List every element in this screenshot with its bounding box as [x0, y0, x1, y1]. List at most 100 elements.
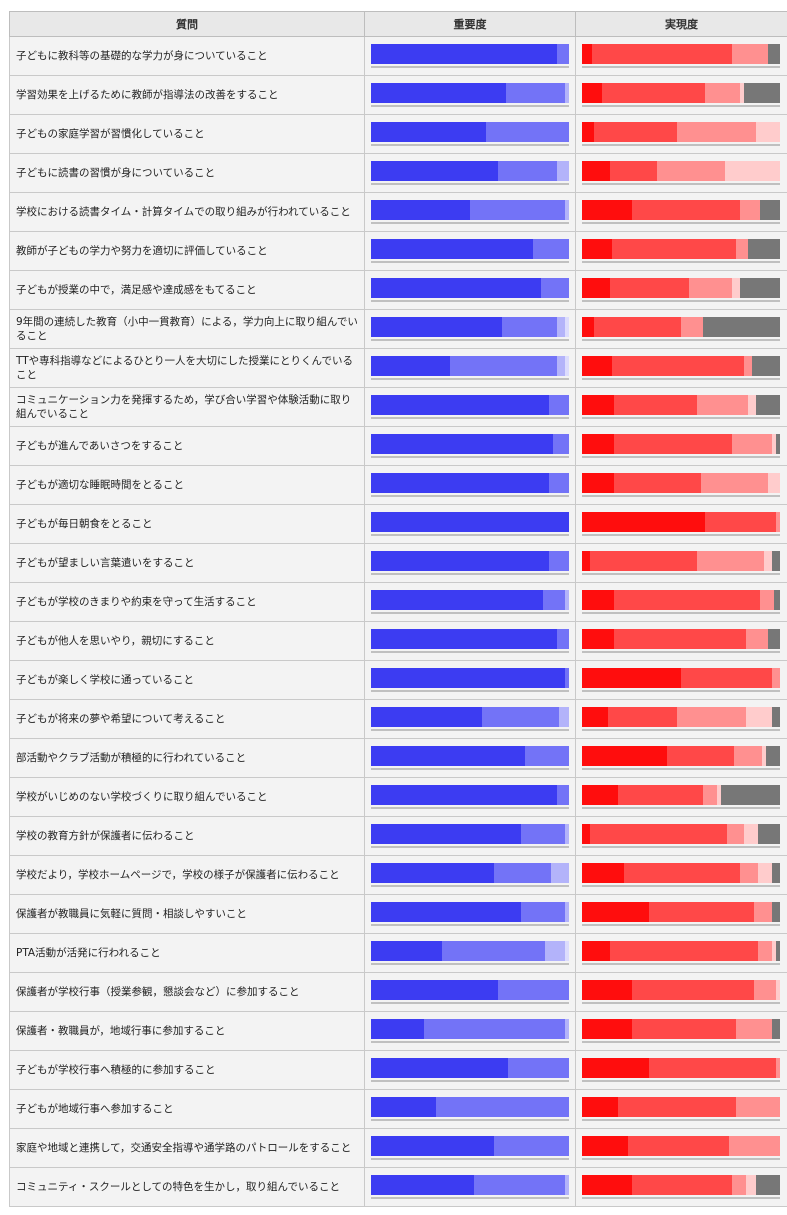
importance-segment-1 [371, 551, 550, 571]
importance-segment-2 [521, 824, 566, 844]
survey-table: 質問 重要度 実現度 子どもに教科等の基礎的な学力が身についていること 学習効果を… [9, 11, 787, 1207]
realization-segment-3 [696, 551, 765, 571]
realization-bar-cell [575, 1011, 787, 1051]
question-row: 子どもに読書の習慣が身についていること [9, 153, 787, 193]
question-label: 保護者・教職員が，地域行事に参加すること [9, 1011, 365, 1051]
importance-segment-1 [371, 473, 550, 493]
importance-segment-1 [371, 941, 443, 961]
importance-segment-1 [371, 200, 470, 220]
realization-bar-cell [575, 231, 787, 271]
realization-segment-2 [609, 161, 658, 181]
importance-stacked-bar [371, 629, 569, 649]
importance-segment-1 [371, 707, 482, 727]
question-label: 学校がいじめのない学校づくりに取り組んでいること [9, 777, 365, 817]
importance-segment-2 [481, 707, 560, 727]
question-row: 保護者・教職員が，地域行事に参加すること [9, 1011, 787, 1051]
realization-segment-3 [760, 590, 775, 610]
realization-segment-4 [772, 941, 777, 961]
realization-segment-1 [582, 941, 610, 961]
realization-bar-cell [575, 777, 787, 817]
realization-segment-5 [756, 1175, 780, 1195]
realization-segment-4 [768, 473, 780, 493]
realization-segment-1 [582, 200, 632, 220]
importance-segment-1 [371, 629, 558, 649]
question-row: 保護者が学校行事（授業参観，懇談会など）に参加すること [9, 972, 787, 1012]
importance-segment-2 [497, 980, 569, 1000]
realization-segment-5 [740, 278, 780, 298]
importance-bar-track [371, 122, 569, 146]
question-label: 保護者が教職員に気軽に質問・相談しやすいこと [9, 894, 365, 934]
realization-segment-1 [582, 356, 612, 376]
question-row: 子どもが地域行事へ参加すること [9, 1089, 787, 1129]
importance-segment-1 [371, 746, 526, 766]
realization-bar-track [582, 590, 780, 614]
importance-segment-3 [557, 317, 566, 337]
question-label: 子どもが望ましい言葉遣いをすること [9, 543, 365, 583]
realization-segment-5 [768, 629, 780, 649]
importance-stacked-bar [371, 590, 569, 610]
importance-segment-1 [371, 1058, 508, 1078]
realization-segment-2 [601, 83, 705, 103]
survey-rows: 子どもに教科等の基礎的な学力が身についていること 学習効果を上げるために教師が指導… [9, 36, 787, 1207]
importance-stacked-bar [371, 902, 569, 922]
realization-bar-cell [575, 582, 787, 622]
realization-segment-2 [667, 746, 735, 766]
realization-segment-1 [582, 863, 624, 883]
realization-bar-cell [575, 114, 787, 154]
realization-segment-3 [657, 161, 725, 181]
importance-stacked-bar [371, 1175, 569, 1195]
importance-segment-2 [557, 44, 569, 64]
question-row: 部活動やクラブ活動が積極的に行われていること [9, 738, 787, 778]
importance-bar-cell [364, 1011, 576, 1051]
importance-stacked-bar [371, 83, 569, 103]
importance-bar-track [371, 941, 569, 965]
realization-segment-5 [720, 785, 780, 805]
realization-segment-4 [776, 980, 780, 1000]
importance-bar-cell [364, 972, 576, 1012]
importance-segment-2 [557, 629, 569, 649]
importance-segment-1 [371, 1136, 494, 1156]
realization-segment-1 [582, 707, 608, 727]
importance-stacked-bar [371, 1136, 569, 1156]
importance-segment-2 [497, 161, 558, 181]
realization-segment-1 [582, 1097, 618, 1117]
question-row: 子どもが将来の夢や希望について考えること [9, 699, 787, 739]
importance-segment-2 [450, 356, 558, 376]
question-label: PTA活動が活発に行われること [9, 933, 365, 973]
header-row: 質問 重要度 実現度 [9, 11, 787, 37]
realization-stacked-bar [582, 200, 780, 220]
realization-bar-track [582, 668, 780, 692]
importance-bar-cell [364, 426, 576, 466]
question-label: コミュニティ・スクールとしての特色を生かし，取り組んでいること [9, 1167, 365, 1207]
realization-segment-2 [649, 1058, 777, 1078]
realization-segment-2 [617, 1097, 737, 1117]
importance-bar-track [371, 44, 569, 68]
importance-bar-track [371, 629, 569, 653]
importance-bar-track [371, 317, 569, 341]
realization-bar-track [582, 434, 780, 458]
importance-segment-3 [565, 83, 569, 103]
importance-stacked-bar [371, 122, 569, 142]
realization-stacked-bar [582, 512, 780, 532]
importance-stacked-bar [371, 1019, 569, 1039]
realization-segment-5 [772, 863, 780, 883]
realization-segment-3 [736, 1019, 773, 1039]
importance-stacked-bar [371, 668, 569, 688]
importance-segment-1 [371, 902, 522, 922]
importance-stacked-bar [371, 863, 569, 883]
question-row: 子どもが授業の中で，満足感や達成感をもてること [9, 270, 787, 310]
realization-segment-2 [649, 902, 755, 922]
question-label: 学校における読書タイム・計算タイムでの取り組みが行われていること [9, 192, 365, 232]
realization-segment-1 [582, 902, 650, 922]
realization-segment-2 [623, 863, 741, 883]
realization-segment-1 [582, 44, 592, 64]
importance-segment-4 [565, 317, 569, 337]
realization-segment-3 [677, 122, 757, 142]
realization-segment-2 [613, 629, 747, 649]
importance-segment-3 [565, 590, 569, 610]
realization-segment-1 [582, 317, 594, 337]
realization-bar-cell [575, 816, 787, 856]
importance-bar-track [371, 1136, 569, 1160]
realization-segment-1 [582, 551, 590, 571]
importance-bar-track [371, 200, 569, 224]
